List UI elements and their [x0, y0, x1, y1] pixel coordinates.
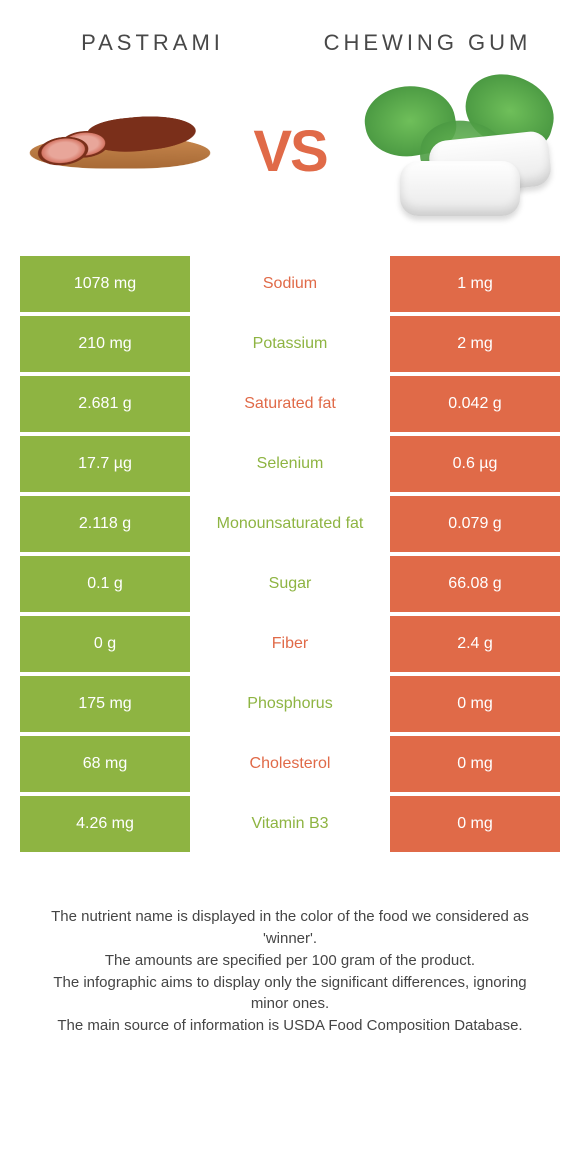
nutrient-row: 175 mgPhosphorus0 mg: [20, 676, 560, 732]
right-value: 0 mg: [390, 736, 560, 792]
nutrient-row: 2.118 gMonounsaturated fat0.079 g: [20, 496, 560, 552]
right-value: 2.4 g: [390, 616, 560, 672]
left-food-image: [20, 76, 220, 226]
nutrient-row: 4.26 mgVitamin B30 mg: [20, 796, 560, 852]
right-value: 66.08 g: [390, 556, 560, 612]
nutrient-label: Potassium: [190, 316, 390, 372]
nutrient-row: 68 mgCholesterol0 mg: [20, 736, 560, 792]
nutrient-label: Phosphorus: [190, 676, 390, 732]
nutrient-label: Saturated fat: [190, 376, 390, 432]
nutrient-label: Cholesterol: [190, 736, 390, 792]
nutrient-row: 17.7 µgSelenium0.6 µg: [20, 436, 560, 492]
footer-notes: The nutrient name is displayed in the co…: [0, 856, 580, 1037]
vs-label: VS: [253, 118, 326, 185]
nutrient-label: Sodium: [190, 256, 390, 312]
nutrient-row: 2.681 gSaturated fat0.042 g: [20, 376, 560, 432]
nutrient-row: 1078 mgSodium1 mg: [20, 256, 560, 312]
left-value: 210 mg: [20, 316, 190, 372]
nutrient-label: Selenium: [190, 436, 390, 492]
left-value: 175 mg: [20, 676, 190, 732]
nutrient-label: Monounsaturated fat: [190, 496, 390, 552]
left-value: 2.118 g: [20, 496, 190, 552]
footer-line: The infographic aims to display only the…: [40, 972, 540, 1016]
right-value: 0.6 µg: [390, 436, 560, 492]
left-value: 17.7 µg: [20, 436, 190, 492]
left-value: 0.1 g: [20, 556, 190, 612]
left-food-title: pastrami: [40, 30, 265, 56]
right-value: 1 mg: [390, 256, 560, 312]
nutrient-label: Fiber: [190, 616, 390, 672]
right-value: 0 mg: [390, 676, 560, 732]
nutrient-row: 0.1 gSugar66.08 g: [20, 556, 560, 612]
right-value: 0.079 g: [390, 496, 560, 552]
left-value: 4.26 mg: [20, 796, 190, 852]
right-food-image: [360, 76, 560, 226]
nutrient-label: Sugar: [190, 556, 390, 612]
header: pastrami chewing gum: [0, 0, 580, 66]
left-value: 0 g: [20, 616, 190, 672]
image-row: VS: [0, 66, 580, 256]
nutrient-table: 1078 mgSodium1 mg210 mgPotassium2 mg2.68…: [0, 256, 580, 852]
right-value: 2 mg: [390, 316, 560, 372]
left-value: 68 mg: [20, 736, 190, 792]
footer-line: The nutrient name is displayed in the co…: [40, 906, 540, 950]
left-value: 2.681 g: [20, 376, 190, 432]
right-value: 0 mg: [390, 796, 560, 852]
right-value: 0.042 g: [390, 376, 560, 432]
nutrient-label: Vitamin B3: [190, 796, 390, 852]
left-value: 1078 mg: [20, 256, 190, 312]
nutrient-row: 210 mgPotassium2 mg: [20, 316, 560, 372]
nutrient-row: 0 gFiber2.4 g: [20, 616, 560, 672]
right-food-title: chewing gum: [315, 30, 540, 56]
footer-line: The amounts are specified per 100 gram o…: [40, 950, 540, 972]
footer-line: The main source of information is USDA F…: [40, 1015, 540, 1037]
